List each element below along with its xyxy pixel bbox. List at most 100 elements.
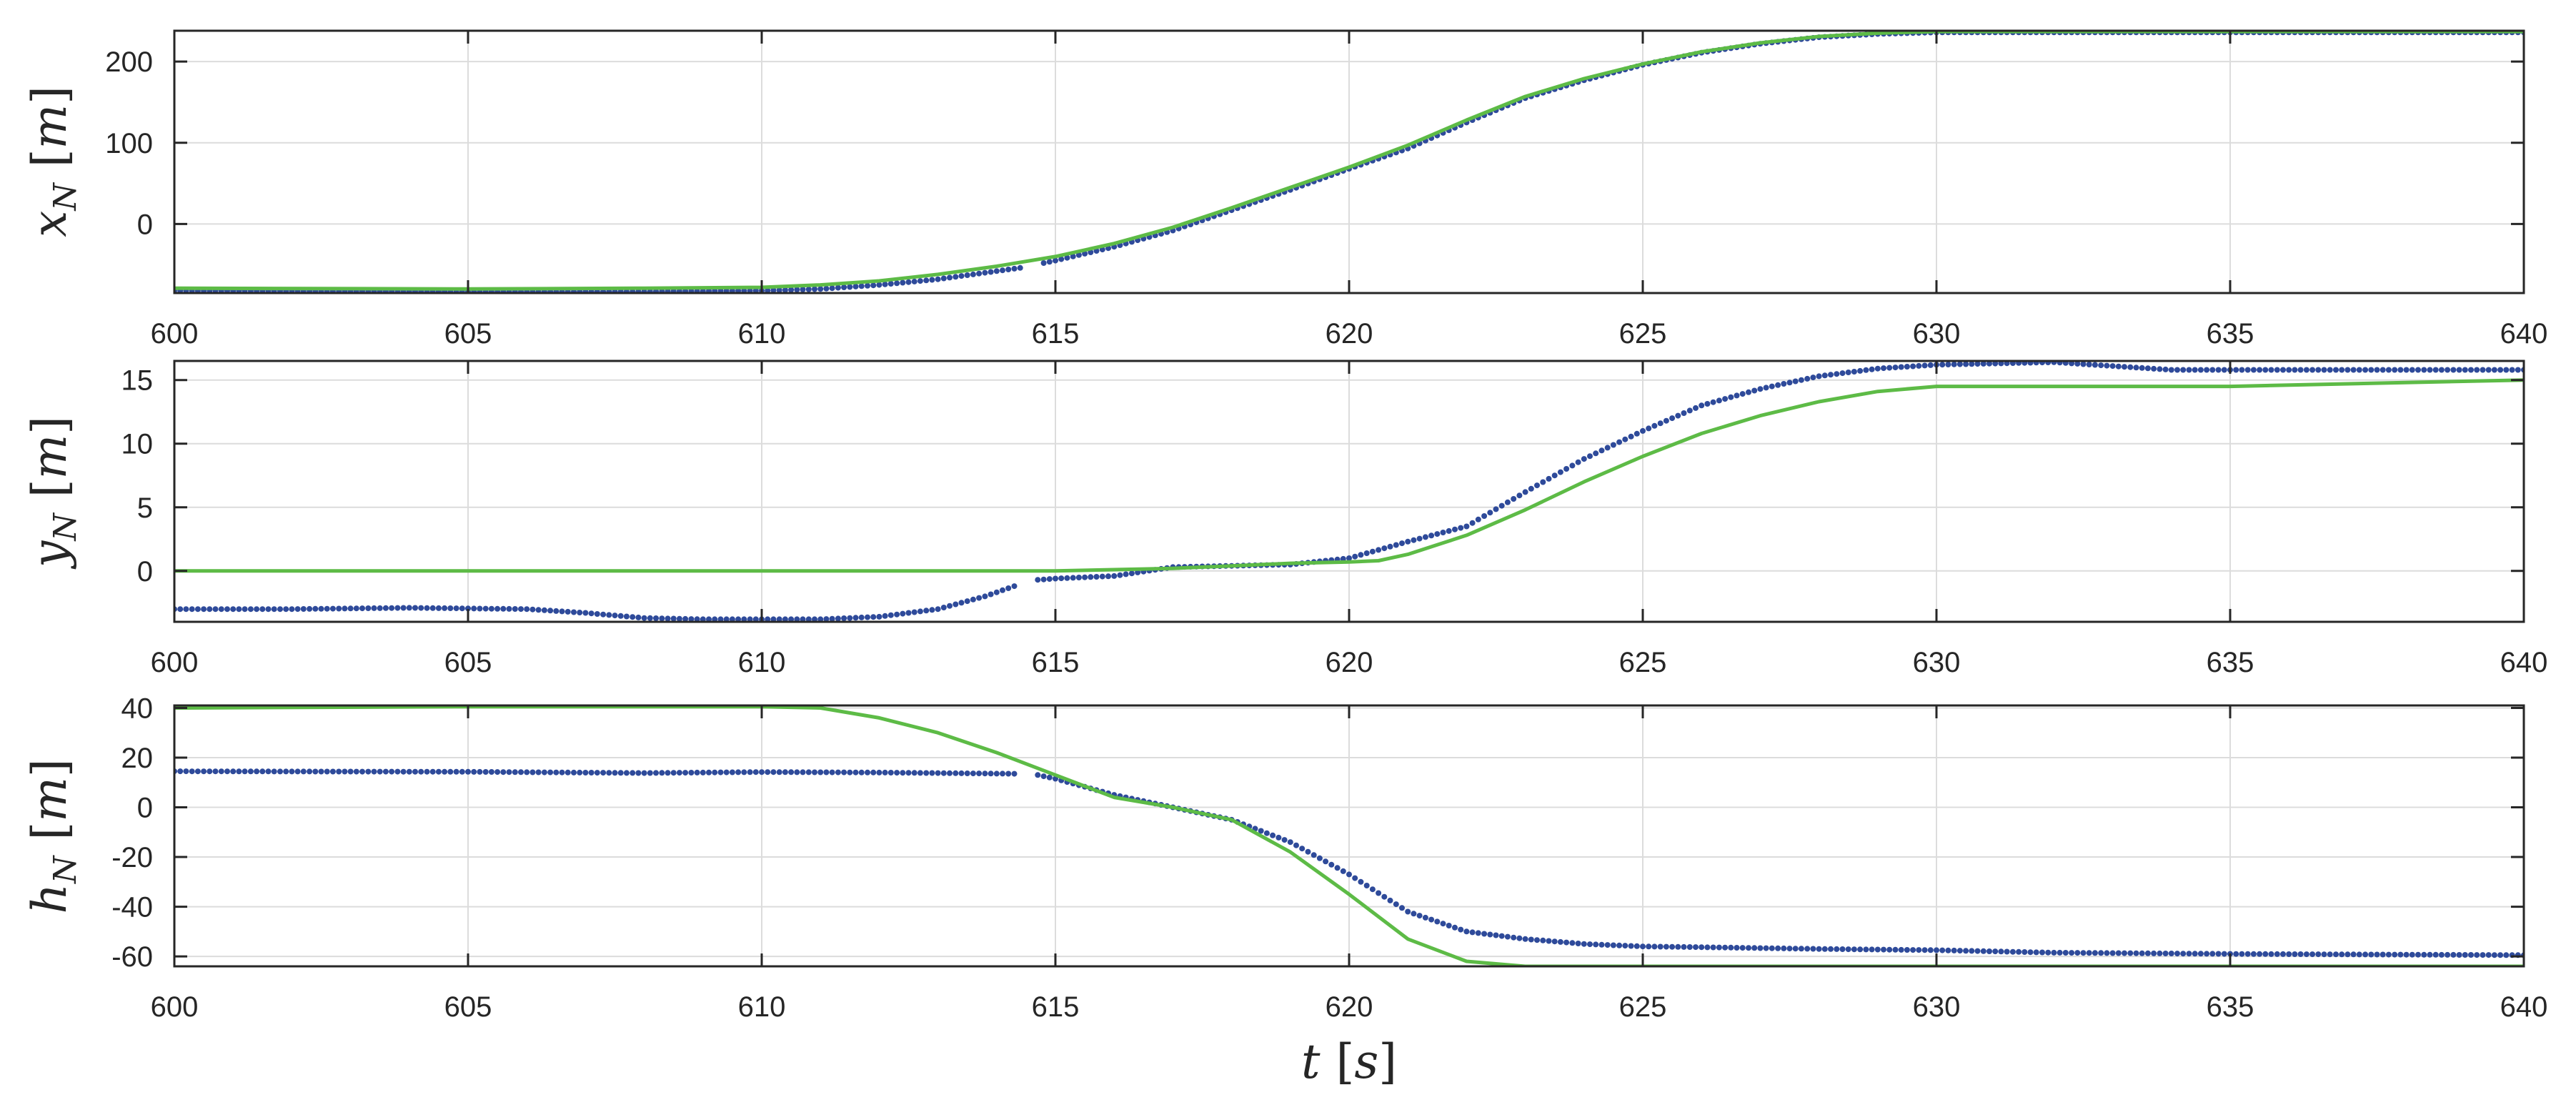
y-axis-label-unit: [ — [22, 479, 77, 497]
series-measured-point — [2186, 951, 2192, 957]
series-measured-point — [1516, 492, 1523, 499]
series-measured-point — [670, 615, 677, 622]
series-measured-point — [923, 277, 930, 284]
series-measured-point — [823, 285, 830, 292]
series-measured-point — [2339, 367, 2345, 373]
series-measured-point — [347, 605, 354, 612]
series-measured-point — [488, 769, 494, 775]
series-measured-point — [1458, 525, 1464, 531]
series-measured-point — [1446, 527, 1452, 534]
series-measured-point — [300, 768, 307, 775]
panel-h-N: 600 605 610 615 620 625 630 635 640 -60 -40 -20 0 20 4… — [22, 693, 2547, 1089]
series-measured-point — [1821, 372, 1828, 379]
series-measured-point — [1005, 770, 1012, 777]
series-measured-point — [706, 616, 712, 622]
series-measured-point — [988, 269, 994, 275]
series-measured-point — [865, 769, 870, 775]
series-measured-point — [623, 613, 630, 620]
series-measured-point — [312, 768, 319, 775]
series-measured-point — [488, 605, 494, 612]
series-measured-point — [729, 616, 735, 622]
series-measured-point — [712, 616, 718, 622]
series-measured-point — [1898, 946, 1904, 953]
series-measured-point — [1416, 535, 1423, 542]
x-tick-label: 630 — [1913, 647, 1961, 678]
series-measured-point — [265, 606, 272, 613]
series-measured-point — [1610, 942, 1616, 948]
series-measured-point — [1686, 944, 1693, 950]
series-measured-point — [1857, 946, 1864, 953]
series-measured-point — [1363, 883, 1370, 888]
y-tick-label: 0 — [137, 556, 153, 588]
series-measured-point — [1710, 399, 1716, 405]
series-measured-point — [1974, 361, 1981, 367]
series-measured-point — [1516, 935, 1523, 941]
series-measured-point — [1099, 573, 1105, 580]
series-measured-point — [1381, 893, 1388, 900]
series-measured-point — [729, 769, 735, 775]
series-measured-point — [1593, 450, 1599, 457]
series-measured-point — [794, 287, 800, 293]
series-measured-point — [2039, 949, 2045, 956]
series-measured-point — [2309, 951, 2316, 958]
series-measured-point — [453, 605, 459, 612]
series-measured-point — [465, 605, 471, 612]
series-measured-dots — [174, 768, 1018, 777]
series-measured-point — [1921, 947, 1928, 953]
series-measured-point — [429, 768, 436, 775]
series-measured-point — [1657, 943, 1664, 950]
series-measured-point — [1093, 574, 1100, 580]
series-measured-point — [541, 769, 547, 775]
y-axis-label-unit: [ — [22, 149, 77, 167]
series-measured-point — [1581, 456, 1587, 462]
series-measured-point — [1440, 530, 1446, 535]
series-measured-point — [2450, 367, 2457, 373]
series-measured-point — [723, 616, 730, 622]
series-measured-point — [2368, 367, 2374, 373]
series-measured-point — [2327, 367, 2333, 373]
series-measured-point — [2462, 952, 2468, 958]
series-measured-point — [2168, 367, 2174, 373]
series-measured-point — [1845, 370, 1851, 375]
series-measured-point — [571, 609, 577, 615]
series-measured-point — [812, 286, 817, 292]
series-measured-point — [2069, 950, 2075, 956]
series-measured-point — [765, 287, 771, 293]
series-measured-point — [1986, 361, 1992, 367]
series-measured-point — [1998, 948, 2004, 955]
series-measured-point — [1804, 946, 1811, 952]
series-measured-point — [2004, 948, 2010, 955]
series-measured-point — [1781, 945, 1787, 951]
series-measured-point — [2362, 951, 2369, 958]
series-measured-point — [1381, 545, 1388, 552]
series-measured-point — [336, 605, 342, 612]
series-measured-point — [447, 605, 454, 611]
series-measured-point — [852, 283, 859, 289]
series-measured-point — [1651, 943, 1658, 950]
series-measured-point — [329, 768, 336, 775]
series-measured-point — [905, 770, 912, 776]
series-measured-point — [1939, 947, 1946, 953]
series-measured-point — [1646, 943, 1652, 950]
series-measured-point — [2292, 367, 2298, 373]
y-axis-label-unit-close: ] — [22, 758, 77, 777]
series-measured-point — [1498, 502, 1505, 509]
series-measured-point — [641, 770, 647, 776]
series-measured-point — [1287, 839, 1293, 846]
series-measured-point — [600, 770, 607, 776]
series-measured-point — [442, 768, 448, 775]
series-measured-point — [964, 598, 970, 605]
series-measured-point — [389, 768, 395, 775]
series-measured-point — [2468, 367, 2474, 373]
x-tick-label: 630 — [1913, 991, 1961, 1023]
series-measured-point — [429, 605, 436, 611]
series-measured-point — [307, 768, 313, 775]
series-measured-point — [2151, 950, 2157, 956]
series-measured-point — [1734, 392, 1740, 399]
series-measured-point — [1281, 837, 1288, 843]
series-measured-point — [2168, 951, 2174, 956]
series-measured-point — [518, 606, 524, 613]
series-measured-point — [1117, 572, 1123, 578]
series-measured-point — [512, 769, 518, 775]
series-measured-point — [600, 611, 607, 618]
